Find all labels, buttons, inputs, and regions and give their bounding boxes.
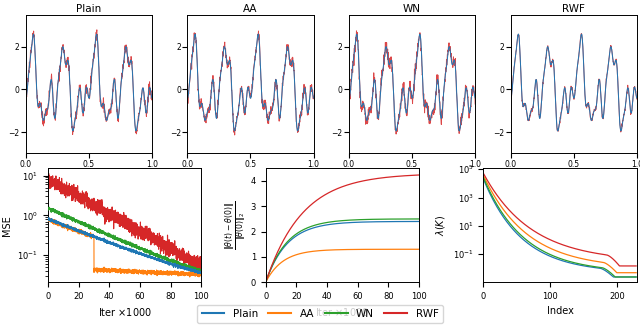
X-axis label: Index: Index bbox=[547, 307, 573, 316]
Title: WN: WN bbox=[403, 4, 421, 14]
Title: RWF: RWF bbox=[562, 4, 585, 14]
Legend: Plain, AA, WN, RWF: Plain, AA, WN, RWF bbox=[197, 305, 443, 323]
Title: Plain: Plain bbox=[76, 4, 101, 14]
Title: AA: AA bbox=[243, 4, 258, 14]
X-axis label: Iter $\times$1000: Iter $\times$1000 bbox=[316, 307, 369, 318]
Y-axis label: $\frac{\|\theta(t)-\theta(0)\|}{\|\theta(0)\|_2}$: $\frac{\|\theta(t)-\theta(0)\|}{\|\theta… bbox=[224, 201, 249, 250]
X-axis label: Iter $\times$1000: Iter $\times$1000 bbox=[98, 307, 152, 318]
Y-axis label: MSE: MSE bbox=[2, 215, 12, 236]
Y-axis label: $\lambda(K)$: $\lambda(K)$ bbox=[435, 214, 447, 236]
